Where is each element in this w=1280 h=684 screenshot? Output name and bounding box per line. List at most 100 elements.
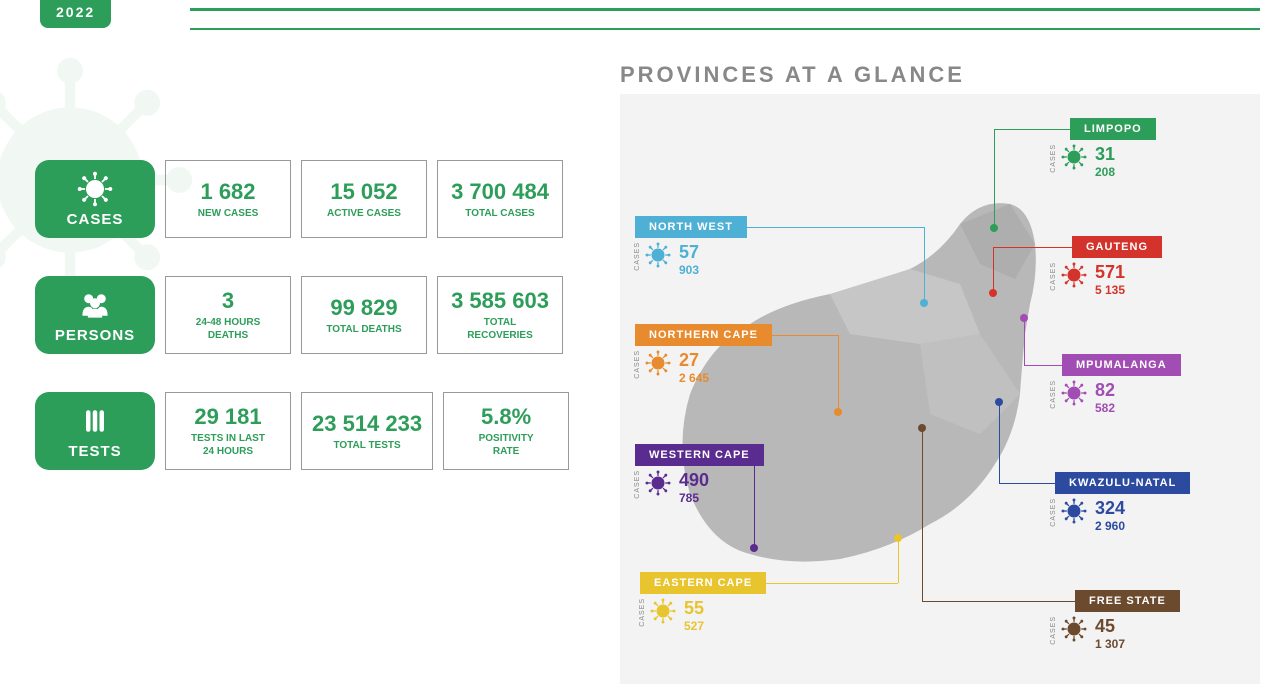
leader-line bbox=[922, 601, 1075, 602]
province-stats-kzn: CASES 3242 960 bbox=[1050, 498, 1125, 533]
virus-icon bbox=[1061, 144, 1087, 170]
stat-value: 5.8% bbox=[454, 404, 558, 430]
category-label: TESTS bbox=[68, 443, 121, 460]
virus-icon bbox=[650, 598, 676, 624]
province-badge-limpopo: LIMPOPO bbox=[1070, 118, 1156, 140]
people-icon bbox=[77, 287, 113, 323]
province-stats-mpumalanga: CASES 82582 bbox=[1050, 380, 1115, 415]
leader-line bbox=[750, 583, 898, 584]
stat-label: TOTALRECOVERIES bbox=[448, 316, 552, 342]
stat-value: 23 514 233 bbox=[312, 411, 422, 437]
stat-label: TESTS IN LAST24 HOURS bbox=[176, 432, 280, 458]
leader-line bbox=[745, 335, 838, 336]
category-label: CASES bbox=[67, 211, 124, 228]
province-total-cases: 582 bbox=[1095, 401, 1115, 415]
province-badge-freestate: FREE STATE bbox=[1075, 590, 1180, 612]
province-total-cases: 2 645 bbox=[679, 371, 709, 385]
province-stats-westerncape: CASES 490785 bbox=[634, 470, 709, 505]
province-new-cases: 31 bbox=[1095, 144, 1115, 165]
leader-line bbox=[1024, 318, 1025, 365]
province-stats-freestate: CASES 451 307 bbox=[1050, 616, 1125, 651]
stat-value: 99 829 bbox=[312, 295, 416, 321]
province-badge-kzn: KWAZULU-NATAL bbox=[1055, 472, 1190, 494]
leader-line bbox=[993, 247, 994, 293]
tubes-icon bbox=[77, 403, 113, 439]
province-stats-easterncape: CASES 55527 bbox=[639, 598, 704, 633]
leader-line bbox=[898, 538, 899, 583]
stat-box-persons-1: 99 829 TOTAL DEATHS bbox=[301, 276, 427, 354]
virus-icon bbox=[1061, 498, 1087, 524]
province-badge-gauteng: GAUTENG bbox=[1072, 236, 1162, 258]
stat-box-cases-1: 15 052ACTIVE CASES bbox=[301, 160, 427, 238]
province-total-cases: 2 960 bbox=[1095, 519, 1125, 533]
stat-label: TOTAL DEATHS bbox=[312, 323, 416, 336]
province-new-cases: 490 bbox=[679, 470, 709, 491]
cases-label: CASES bbox=[1050, 380, 1057, 409]
stat-row-cases: CASES1 682NEW CASES15 052ACTIVE CASES3 7… bbox=[35, 160, 595, 238]
province-new-cases: 55 bbox=[684, 598, 704, 619]
province-new-cases: 45 bbox=[1095, 616, 1125, 637]
stat-value: 3 700 484 bbox=[448, 179, 552, 205]
leader-line bbox=[922, 428, 923, 601]
province-badge-northwest: NORTH WEST bbox=[635, 216, 747, 238]
leader-line bbox=[745, 227, 924, 228]
leader-line bbox=[838, 335, 839, 412]
stat-box-tests-0: 29 181TESTS IN LAST24 HOURS bbox=[165, 392, 291, 470]
province-stats-gauteng: CASES 5715 135 bbox=[1050, 262, 1125, 297]
provinces-panel: PROVINCES AT A GLANCE LIMPOPO CASES 31208… bbox=[620, 62, 1260, 684]
virus-icon bbox=[1061, 616, 1087, 642]
stat-label: POSITIVITYRATE bbox=[454, 432, 558, 458]
stat-box-cases-2: 3 700 484 TOTAL CASES bbox=[437, 160, 563, 238]
leader-line bbox=[745, 455, 754, 456]
stat-box-cases-0: 1 682 NEW CASES bbox=[165, 160, 291, 238]
cases-label: CASES bbox=[1050, 144, 1057, 173]
category-label: PERSONS bbox=[55, 327, 135, 344]
stat-row-tests: TESTS 29 181TESTS IN LAST24 HOURS 23 514 2… bbox=[35, 392, 595, 470]
cases-label: CASES bbox=[1050, 616, 1057, 645]
cases-label: CASES bbox=[639, 598, 646, 627]
virus-icon bbox=[77, 171, 113, 207]
map-area: LIMPOPO CASES 31208 GAUTENG CASES 5715 135 N… bbox=[620, 94, 1260, 684]
province-new-cases: 82 bbox=[1095, 380, 1115, 401]
cases-label: CASES bbox=[634, 242, 641, 271]
leader-line bbox=[924, 227, 925, 303]
cases-label: CASES bbox=[634, 470, 641, 499]
summary-stats-panel: CASES1 682NEW CASES15 052ACTIVE CASES3 7… bbox=[35, 160, 595, 508]
stat-label: NEW CASES bbox=[176, 207, 280, 220]
category-badge-cases: CASES bbox=[35, 160, 155, 238]
stat-value: 3 bbox=[176, 288, 280, 314]
category-badge-tests: TESTS bbox=[35, 392, 155, 470]
header-rule-top bbox=[190, 8, 1260, 11]
header-rule-bottom bbox=[190, 28, 1260, 30]
virus-icon bbox=[645, 350, 671, 376]
province-total-cases: 785 bbox=[679, 491, 709, 505]
province-new-cases: 57 bbox=[679, 242, 699, 263]
stat-value: 1 682 bbox=[176, 179, 280, 205]
stat-value: 15 052 bbox=[312, 179, 416, 205]
provinces-title: PROVINCES AT A GLANCE bbox=[620, 62, 1260, 88]
leader-line bbox=[754, 455, 755, 548]
province-badge-mpumalanga: MPUMALANGA bbox=[1062, 354, 1181, 376]
province-stats-northerncape: CASES 272 645 bbox=[634, 350, 709, 385]
province-total-cases: 208 bbox=[1095, 165, 1115, 179]
province-total-cases: 903 bbox=[679, 263, 699, 277]
cases-label: CASES bbox=[1050, 262, 1057, 291]
leader-line bbox=[999, 483, 1055, 484]
category-badge-persons: PERSONS bbox=[35, 276, 155, 354]
leader-line bbox=[994, 129, 1070, 130]
stat-value: 3 585 603 bbox=[448, 288, 552, 314]
cases-label: CASES bbox=[1050, 498, 1057, 527]
stat-value: 29 181 bbox=[176, 404, 280, 430]
stat-label: TOTAL CASES bbox=[448, 207, 552, 220]
cases-label: CASES bbox=[634, 350, 641, 379]
province-total-cases: 5 135 bbox=[1095, 283, 1125, 297]
province-badge-easterncape: EASTERN CAPE bbox=[640, 572, 766, 594]
stat-label: 24-48 HOURSDEATHS bbox=[176, 316, 280, 342]
stat-row-persons: PERSONS 324-48 HOURSDEATHS 99 829 TOTAL DEA… bbox=[35, 276, 595, 354]
year-badge: 2022 bbox=[40, 0, 111, 28]
province-stats-northwest: CASES 57903 bbox=[634, 242, 699, 277]
leader-line bbox=[1024, 365, 1062, 366]
stat-box-persons-0: 324-48 HOURSDEATHS bbox=[165, 276, 291, 354]
leader-line bbox=[999, 402, 1000, 483]
virus-icon bbox=[1061, 262, 1087, 288]
